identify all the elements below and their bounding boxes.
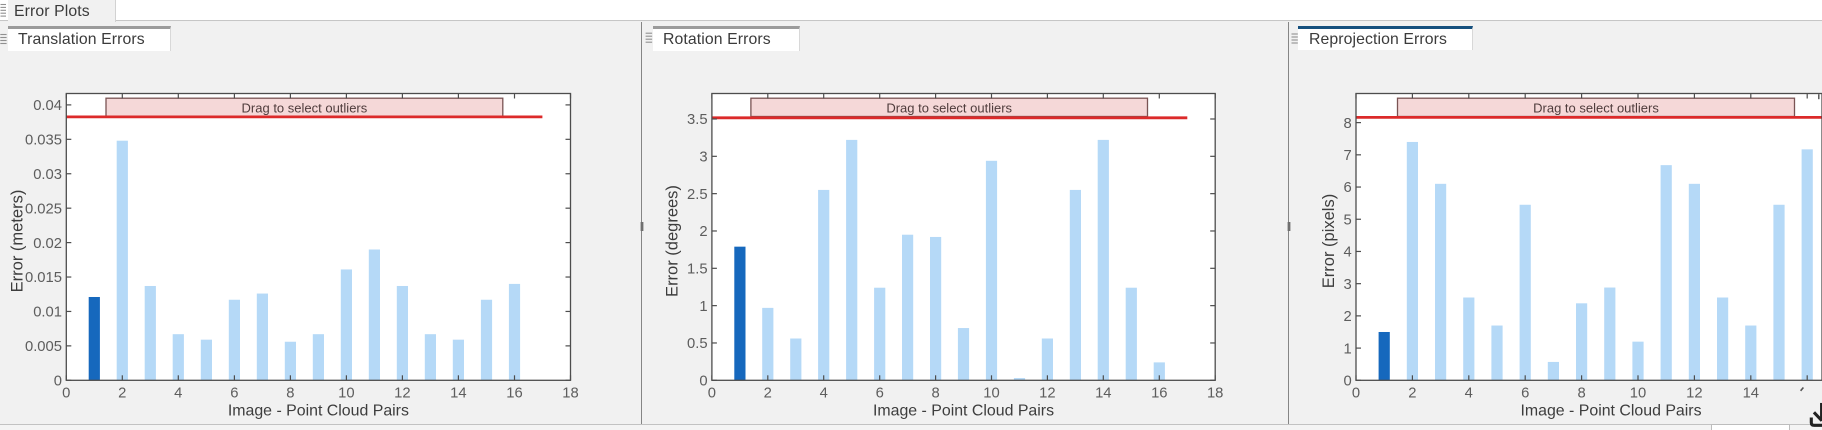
svg-text:0: 0 <box>62 385 70 401</box>
svg-text:6: 6 <box>1343 180 1351 196</box>
svg-text:Image - Point Cloud Pairs: Image - Point Cloud Pairs <box>228 402 409 419</box>
svg-text:8: 8 <box>286 385 294 401</box>
svg-text:Drag to select outliers: Drag to select outliers <box>1533 100 1659 115</box>
svg-text:0: 0 <box>708 385 716 401</box>
svg-text:Error (pixels): Error (pixels) <box>1320 194 1338 288</box>
svg-text:Drag to select outliers: Drag to select outliers <box>242 100 368 115</box>
svg-text:2.5: 2.5 <box>687 187 708 203</box>
svg-text:2: 2 <box>1343 309 1351 325</box>
svg-text:Image - Point Cloud Pairs: Image - Point Cloud Pairs <box>873 402 1054 419</box>
svg-text:7: 7 <box>1343 148 1351 164</box>
svg-text:0.04: 0.04 <box>33 98 62 114</box>
svg-text:10: 10 <box>983 385 999 401</box>
svg-text:8: 8 <box>931 385 939 401</box>
svg-text:0.005: 0.005 <box>25 339 62 355</box>
svg-text:6: 6 <box>1521 385 1529 401</box>
svg-text:8: 8 <box>1577 385 1585 401</box>
svg-text:Error (meters): Error (meters) <box>9 190 27 293</box>
svg-text:0: 0 <box>1343 374 1351 390</box>
svg-text:0.02: 0.02 <box>33 236 62 252</box>
svg-text:2: 2 <box>764 385 772 401</box>
svg-text:3: 3 <box>1343 277 1351 293</box>
svg-text:10: 10 <box>338 385 354 401</box>
svg-text:1.5: 1.5 <box>687 262 708 278</box>
svg-text:0: 0 <box>54 374 62 390</box>
svg-text:4: 4 <box>1465 385 1473 401</box>
svg-text:8: 8 <box>1343 116 1351 132</box>
svg-text:0.025: 0.025 <box>25 201 62 217</box>
svg-text:0.01: 0.01 <box>33 305 62 321</box>
svg-text:1: 1 <box>699 299 707 315</box>
svg-text:18: 18 <box>1207 385 1223 401</box>
svg-text:Image - Point Cloud Pairs: Image - Point Cloud Pairs <box>1520 402 1701 419</box>
svg-text:4: 4 <box>820 385 828 401</box>
svg-text:16: 16 <box>1151 385 1167 401</box>
svg-text:2: 2 <box>699 224 707 240</box>
svg-text:0: 0 <box>1352 385 1360 401</box>
svg-text:0.03: 0.03 <box>33 167 62 183</box>
svg-text:6: 6 <box>876 385 884 401</box>
svg-text:0.5: 0.5 <box>687 336 708 352</box>
svg-text:Error (degrees): Error (degrees) <box>663 185 681 297</box>
svg-text:14: 14 <box>450 385 466 401</box>
svg-text:2: 2 <box>1408 385 1416 401</box>
svg-text:10: 10 <box>1630 385 1646 401</box>
svg-text:14: 14 <box>1095 385 1111 401</box>
svg-text:12: 12 <box>1686 385 1702 401</box>
svg-text:12: 12 <box>1039 385 1055 401</box>
svg-text:6: 6 <box>230 385 238 401</box>
svg-text:14: 14 <box>1743 385 1759 401</box>
svg-text:4: 4 <box>1343 245 1351 261</box>
svg-text:3.5: 3.5 <box>687 112 708 128</box>
svg-text:18: 18 <box>562 385 578 401</box>
svg-text:4: 4 <box>174 385 182 401</box>
svg-text:5: 5 <box>1343 212 1351 228</box>
svg-text:0: 0 <box>699 374 707 390</box>
svg-text:3: 3 <box>699 150 707 166</box>
svg-text:Drag to select outliers: Drag to select outliers <box>886 100 1012 115</box>
svg-text:0.035: 0.035 <box>25 133 62 149</box>
svg-text:16: 16 <box>506 385 522 401</box>
svg-text:2: 2 <box>118 385 126 401</box>
svg-text:0.015: 0.015 <box>25 270 62 286</box>
svg-text:1: 1 <box>1343 341 1351 357</box>
svg-text:12: 12 <box>394 385 410 401</box>
